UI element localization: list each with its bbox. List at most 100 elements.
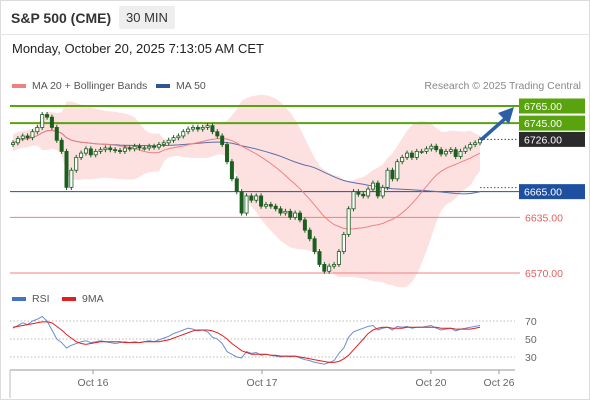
candle-89 <box>443 148 448 157</box>
candle-37 <box>190 124 195 132</box>
candle-72 <box>361 191 366 199</box>
candle-body-46 <box>234 178 239 193</box>
candle-23 <box>122 145 127 154</box>
candle-19 <box>103 145 108 153</box>
candle-body-26 <box>137 145 142 149</box>
candle-31 <box>161 140 166 148</box>
candle-88 <box>439 147 444 157</box>
x-tick-label-2: Oct 20 <box>416 377 447 389</box>
candle-body-21 <box>113 149 118 152</box>
x-tick-label-1: Oct 17 <box>247 377 278 389</box>
candle-13 <box>74 154 79 173</box>
candle-60 <box>302 217 307 233</box>
candle-body-70 <box>351 191 356 210</box>
candle-body-30 <box>156 144 161 148</box>
legend-rsi: RSI <box>12 293 50 305</box>
candle-body-91 <box>453 149 458 157</box>
candle-body-20 <box>108 147 113 151</box>
chart-datetime: Monday, October 20, 2025 7:13:05 AM CET <box>12 41 264 56</box>
candle-59 <box>298 210 303 223</box>
candle-body-85 <box>424 148 429 152</box>
timeframe-badge[interactable]: 30 MIN <box>119 6 175 29</box>
legend-9ma-label: 9MA <box>82 293 104 305</box>
legend-9ma-swatch <box>62 297 76 301</box>
candle-body-34 <box>176 135 181 139</box>
level-label-5: 6570.00 <box>525 268 563 280</box>
candle-body-78 <box>390 169 395 180</box>
candle-66 <box>332 261 337 269</box>
candle-94 <box>468 141 473 151</box>
legend-ma20-swatch <box>12 84 26 88</box>
level-label-text-1: 6745.00 <box>524 118 562 130</box>
candle-body-72 <box>361 193 366 197</box>
candle-body-29 <box>152 145 157 148</box>
candle-body-90 <box>448 149 453 152</box>
candle-body-92 <box>458 150 463 157</box>
candle-68 <box>341 231 346 255</box>
candle-body-51 <box>259 195 264 207</box>
candle-71 <box>356 189 361 197</box>
candle-body-71 <box>356 191 361 195</box>
candle-43 <box>220 133 225 148</box>
candle-54 <box>273 203 278 212</box>
candle-18 <box>98 147 103 154</box>
candle-86 <box>429 143 434 152</box>
candle-body-76 <box>380 186 385 197</box>
bollinger-band-area <box>13 94 480 288</box>
candle-26 <box>137 143 142 151</box>
candle-33 <box>171 135 176 143</box>
candle-body-56 <box>283 210 288 214</box>
candle-73 <box>366 186 371 199</box>
candle-75 <box>375 180 380 199</box>
candle-body-41 <box>210 125 215 133</box>
level-label-2: 6726.00 <box>519 131 585 147</box>
candle-body-43 <box>220 135 225 145</box>
candle-7 <box>45 111 50 120</box>
candle-body-28 <box>147 145 152 149</box>
candle-body-42 <box>215 131 220 137</box>
candle-15 <box>83 146 88 156</box>
candle-body-93 <box>463 147 468 152</box>
candle-40 <box>205 123 210 130</box>
candle-63 <box>317 249 322 268</box>
candle-body-47 <box>239 191 244 214</box>
candle-20 <box>108 145 113 153</box>
rsi-tick-1: 50 <box>525 334 537 346</box>
candle-body-89 <box>443 150 448 155</box>
candle-27 <box>142 145 147 151</box>
forecast-arrow-head <box>498 107 514 124</box>
candle-body-1 <box>15 138 20 144</box>
candle-44 <box>225 141 230 165</box>
candle-90 <box>448 147 453 154</box>
x-tick-label-3: Oct 26 <box>484 377 515 389</box>
candle-body-3 <box>25 135 30 139</box>
level-label-text-2: 6726.00 <box>524 134 562 146</box>
ma20-line <box>12 129 481 230</box>
candle-79 <box>395 159 400 182</box>
level-label-0: 6765.00 <box>519 98 585 114</box>
candle-body-17 <box>93 150 98 156</box>
candle-body-82 <box>409 152 414 158</box>
legend-rsi-label: RSI <box>32 293 50 305</box>
candle-70 <box>351 189 356 212</box>
candle-body-87 <box>434 145 439 151</box>
candle-body-13 <box>74 156 79 171</box>
rsi-tick-0: 70 <box>525 316 537 328</box>
candle-48 <box>244 193 249 216</box>
candle-body-74 <box>370 182 375 190</box>
candle-5 <box>35 124 40 135</box>
candle-body-22 <box>118 150 123 152</box>
candle-80 <box>400 154 405 165</box>
candle-83 <box>414 148 419 160</box>
candle-36 <box>186 126 191 135</box>
candle-34 <box>176 133 181 141</box>
candle-46 <box>234 176 239 195</box>
candle-39 <box>200 124 205 132</box>
candle-61 <box>307 227 312 242</box>
candle-28 <box>147 143 152 151</box>
candle-body-62 <box>312 238 317 252</box>
level-label-box-3 <box>519 184 585 200</box>
candle-body-25 <box>132 145 137 150</box>
level-label-4: 6635.00 <box>525 212 563 224</box>
candle-body-0 <box>10 142 15 145</box>
